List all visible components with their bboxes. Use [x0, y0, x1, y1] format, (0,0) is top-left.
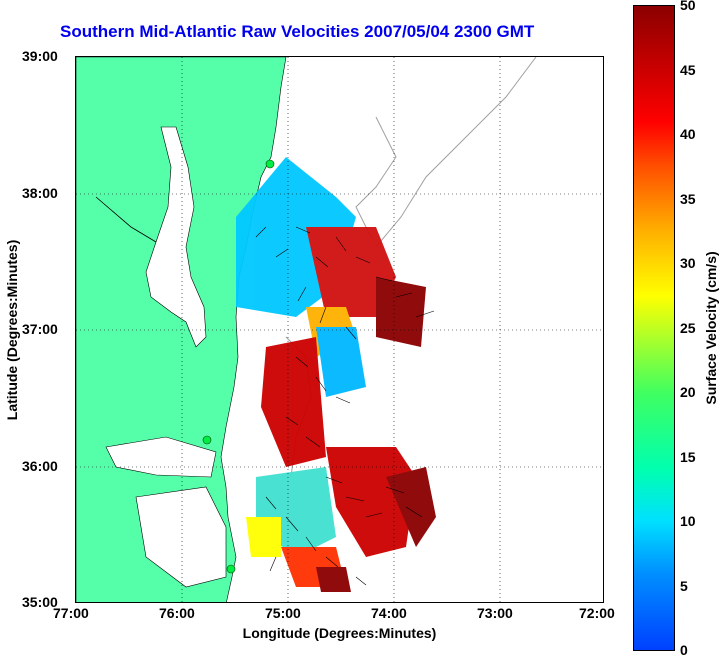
y-axis-label-wrap: Latitude (Degrees:Minutes): [2, 56, 22, 603]
potomac-river: [95, 196, 157, 243]
x-tick: 73:00: [477, 605, 513, 621]
y-tick: 36:00: [22, 458, 58, 474]
colorbar-tick: 35: [680, 191, 696, 207]
colorbar-tick: 10: [680, 513, 696, 529]
pamlico-sound: [135, 486, 227, 588]
colorbar: [633, 5, 675, 651]
y-tick: 39:00: [22, 48, 58, 64]
velocity-vectors: [255, 226, 435, 586]
x-tick: 76:00: [159, 605, 195, 621]
colorbar-tick: 30: [680, 255, 696, 271]
chesapeake-bay: [145, 126, 207, 348]
colorbar-tick: 5: [680, 578, 688, 594]
colorbar-tick: 40: [680, 126, 696, 142]
x-tick: 77:00: [53, 605, 89, 621]
station-marker[interactable]: [265, 159, 275, 169]
y-tick: 37:00: [22, 321, 58, 337]
x-tick: 74:00: [371, 605, 407, 621]
y-tick: 35:00: [22, 594, 58, 610]
x-tick: 75:00: [265, 605, 301, 621]
colorbar-label-wrap: Surface Velocity (cm/s): [700, 5, 722, 651]
colorbar-tick: 45: [680, 62, 696, 78]
colorbar-tick: 20: [680, 384, 696, 400]
map-svg: [76, 57, 603, 602]
y-axis-label: Latitude (Degrees:Minutes): [4, 239, 20, 420]
y-tick: 38:00: [22, 185, 58, 201]
x-axis-label: Longitude (Degrees:Minutes): [242, 625, 437, 641]
colorbar-label: Surface Velocity (cm/s): [703, 251, 719, 405]
colorbar-tick: 50: [680, 0, 696, 13]
bathymetry-contour-1: [375, 57, 537, 248]
station-marker[interactable]: [202, 435, 212, 445]
map-grid: [76, 57, 603, 602]
x-tick: 72:00: [579, 605, 615, 621]
station-marker[interactable]: [226, 564, 236, 574]
bathymetry-contour-2: [355, 116, 397, 238]
map-title: Southern Mid-Atlantic Raw Velocities 200…: [60, 22, 535, 41]
colorbar-tick: 15: [680, 449, 696, 465]
map-plot-area[interactable]: [75, 56, 604, 603]
velocity-field: [236, 157, 436, 592]
colorbar-tick: 25: [680, 320, 696, 336]
colorbar-tick: 0: [680, 642, 688, 658]
